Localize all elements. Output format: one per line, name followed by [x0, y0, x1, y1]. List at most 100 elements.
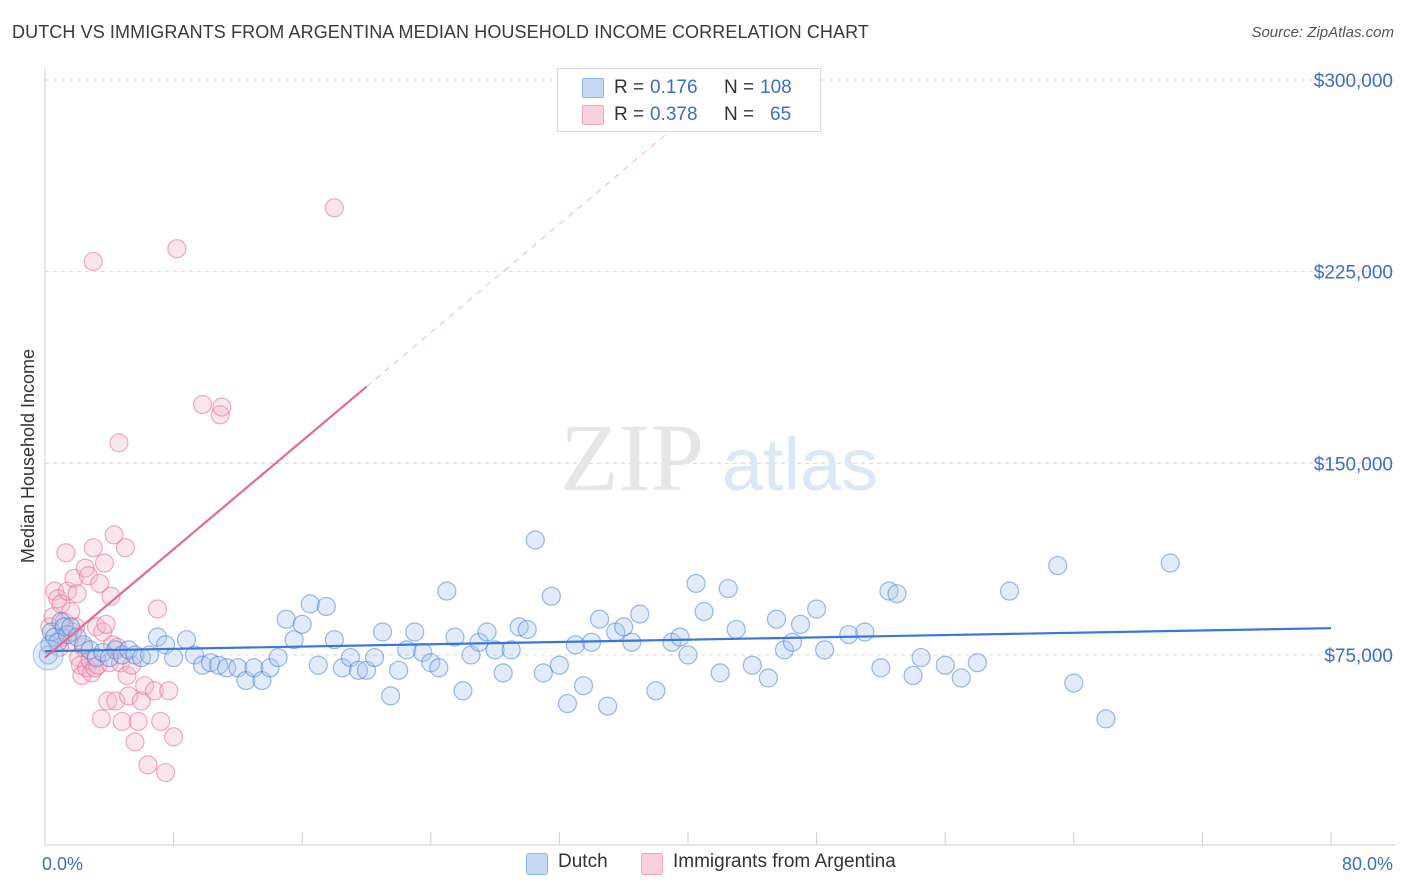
- data-point-argentina: [324, 198, 344, 218]
- data-point-dutch: [670, 627, 690, 647]
- data-point-dutch: [348, 660, 369, 680]
- data-point-dutch: [1160, 553, 1180, 573]
- data-point-argentina: [151, 711, 171, 732]
- data-point-argentina: [88, 655, 108, 675]
- data-point-argentina: [144, 681, 164, 701]
- data-point-dutch: [911, 647, 931, 668]
- data-point-dutch: [557, 693, 578, 714]
- data-point-dutch: [292, 614, 312, 634]
- data-point-argentina: [159, 681, 179, 701]
- data-point-dutch: [815, 640, 835, 660]
- series-argentina-points: [40, 198, 344, 783]
- data-point-dutch: [782, 632, 803, 652]
- watermark-zip: ZIP: [560, 404, 704, 511]
- data-point-dutch: [726, 619, 746, 640]
- data-point-argentina: [75, 558, 95, 578]
- data-point-dutch: [164, 647, 184, 668]
- trend-line: [366, 115, 689, 388]
- series-legend: Dutch Immigrants from Argentina: [0, 851, 1406, 877]
- legend-label-argentina: Immigrants from Argentina: [673, 851, 896, 872]
- data-point-argentina: [147, 599, 168, 619]
- data-point-dutch: [565, 635, 586, 655]
- data-point-dutch: [839, 624, 859, 645]
- legend-swatch-dutch: [582, 78, 604, 98]
- data-point-dutch: [630, 604, 650, 624]
- data-point-argentina: [48, 589, 68, 609]
- data-point-argentina: [83, 251, 103, 272]
- data-point-dutch: [790, 614, 811, 634]
- data-point-dutch: [453, 681, 473, 701]
- data-point-dutch: [184, 645, 205, 665]
- data-point-dutch: [41, 622, 62, 642]
- data-point-dutch: [694, 601, 714, 622]
- data-point-argentina: [109, 433, 129, 453]
- data-point-dutch: [589, 609, 610, 629]
- data-point-argentina: [65, 617, 86, 637]
- data-point-dutch: [614, 617, 634, 637]
- x-tick-label: 80.0%: [1342, 854, 1393, 874]
- data-point-dutch: [806, 599, 827, 619]
- data-point-dutch: [573, 676, 594, 696]
- data-point-dutch: [501, 640, 521, 660]
- data-point-dutch: [389, 660, 409, 680]
- data-point-argentina: [210, 405, 230, 425]
- legend-r-label: R =: [614, 77, 645, 98]
- data-point-dutch: [718, 578, 738, 599]
- data-point-dutch: [260, 658, 280, 678]
- watermark-atlas: atlas: [722, 423, 878, 506]
- data-point-argentina: [138, 755, 158, 775]
- data-point-argentina: [90, 573, 110, 594]
- data-point-dutch: [549, 655, 570, 675]
- data-point-dutch: [139, 645, 160, 665]
- data-point-dutch: [437, 581, 457, 601]
- chart-title: DUTCH VS IMMIGRANTS FROM ARGENTINA MEDIA…: [12, 22, 870, 42]
- data-point-dutch: [308, 655, 328, 675]
- y-tick-label: $150,000: [1314, 454, 1393, 475]
- trend-line: [44, 385, 368, 659]
- data-point-dutch: [766, 609, 787, 629]
- data-point-argentina: [78, 566, 99, 586]
- data-point-argentina: [167, 239, 187, 259]
- data-point-dutch: [332, 658, 352, 678]
- y-tick-label: $300,000: [1314, 71, 1393, 92]
- grid-lines: [45, 79, 1395, 656]
- data-point-argentina: [104, 525, 124, 545]
- data-point-dutch: [284, 630, 304, 650]
- data-point-argentina: [91, 709, 111, 729]
- data-point-dutch: [1064, 673, 1084, 693]
- data-point-argentina: [115, 538, 135, 558]
- data-point-dutch: [967, 653, 987, 673]
- data-point-argentina: [117, 665, 137, 686]
- data-point-argentina: [118, 686, 139, 706]
- source-note: Source: ZipAtlas.com: [1251, 24, 1394, 41]
- data-point-dutch: [324, 630, 344, 650]
- data-point-dutch: [381, 686, 401, 706]
- data-point-argentina: [212, 397, 232, 417]
- legend-swatch-dutch: [526, 853, 548, 875]
- legend-n-value: 108: [760, 77, 792, 98]
- legend-r-value: 0.378: [650, 104, 698, 125]
- data-point-argentina: [112, 711, 132, 732]
- y-tick-label: $75,000: [1324, 646, 1393, 667]
- data-point-dutch: [855, 622, 875, 642]
- legend-label-dutch: Dutch: [558, 851, 608, 872]
- data-point-argentina: [56, 543, 76, 563]
- data-point-argentina: [192, 394, 213, 415]
- legend-r-value: 0.176: [650, 77, 698, 98]
- data-point-dutch: [533, 663, 553, 683]
- data-point-dutch: [485, 640, 505, 660]
- data-point-argentina: [128, 711, 148, 732]
- axes: [44, 68, 1395, 846]
- legend-swatch-argentina: [582, 105, 604, 125]
- tick-labels: $75,000 $150,000 $225,000 $300,000 0.0% 80.0%: [42, 71, 1393, 874]
- trend-lines: [44, 115, 1332, 659]
- data-point-dutch: [268, 647, 288, 668]
- data-point-argentina: [96, 614, 116, 634]
- data-point-dutch: [710, 663, 730, 683]
- data-point-dutch: [871, 658, 891, 678]
- data-point-dutch: [887, 584, 907, 604]
- series-dutch-points: [32, 530, 1180, 729]
- legend-n-value: 65: [770, 104, 792, 125]
- data-point-argentina: [94, 553, 115, 573]
